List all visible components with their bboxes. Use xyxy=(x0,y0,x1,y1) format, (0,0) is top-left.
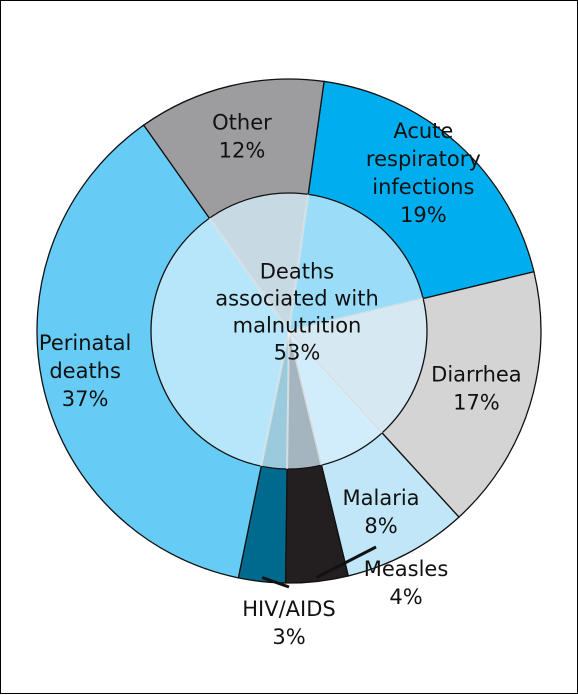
label-hiv-aids-line-0: HIV/AIDS xyxy=(242,597,336,621)
label-diarrhea-percent: 17% xyxy=(453,390,500,414)
inner-divider xyxy=(288,330,383,434)
label-diarrhea-line-0: Diarrhea xyxy=(431,362,522,386)
inner-divider xyxy=(288,297,424,332)
label-acute-respiratory-infections-line-1: respiratory xyxy=(366,147,481,171)
label-acute-respiratory-infections-line-0: Acute xyxy=(393,119,453,143)
slice-labels: Acute respiratory infections 19% Diarrhea 17%… xyxy=(39,111,522,649)
leader-lines xyxy=(261,545,377,589)
label-other-percent: 12% xyxy=(219,139,266,163)
leader-line-hiv-aids xyxy=(261,576,290,589)
label-perinatal-deaths-line-1: deaths xyxy=(49,359,121,383)
label-malaria-line-0: Malaria xyxy=(343,486,420,510)
inner-disc xyxy=(150,192,428,470)
leader-line-measles xyxy=(315,545,377,579)
label-other-line-0: Other xyxy=(212,111,272,135)
inner-divider xyxy=(286,330,290,470)
label-hiv-aids-percent: 3% xyxy=(272,625,305,649)
inner-divider xyxy=(260,330,290,467)
label-acute-respiratory-infections-percent: 19% xyxy=(400,203,447,227)
inner-divider xyxy=(288,194,310,332)
label-measles-line-0: Measles xyxy=(364,557,449,581)
inner-label-line-2: malnutrition xyxy=(233,314,362,338)
label-acute-respiratory-infections-line-2: infections xyxy=(372,175,474,199)
inner-divider xyxy=(288,330,323,466)
label-malaria-percent: 8% xyxy=(364,514,397,538)
inner-percent: 53% xyxy=(274,341,321,365)
label-perinatal-deaths-percent: 37% xyxy=(62,387,109,411)
label-perinatal-deaths-line-0: Perinatal xyxy=(39,331,131,355)
label-measles-percent: 4% xyxy=(389,585,422,609)
inner-divider xyxy=(208,217,290,332)
inner-label-line-0: Deaths xyxy=(260,260,334,284)
inner-label-line-1: associated with xyxy=(215,287,379,311)
